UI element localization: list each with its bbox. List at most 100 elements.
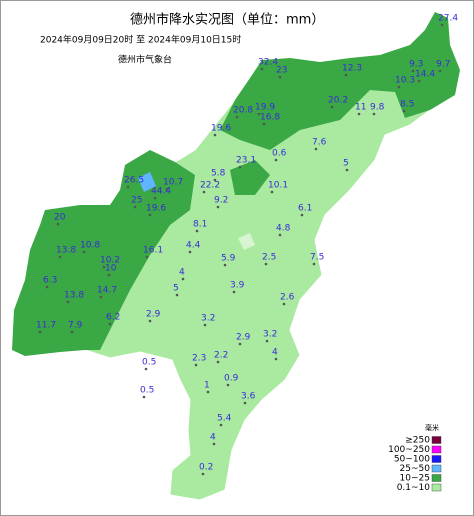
station-value: 26.5 (124, 176, 144, 186)
station-value: 14.7 (97, 286, 117, 296)
station-dot (213, 178, 217, 182)
station-value: 9.2 (214, 196, 228, 206)
station-dot (58, 255, 62, 259)
station-value: 20.2 (328, 96, 348, 106)
station-value: 12.3 (342, 64, 362, 74)
station-value: 5.9 (221, 254, 236, 264)
legend-swatch (431, 445, 442, 454)
station-value: 10.7 (163, 178, 183, 188)
station-dot (153, 196, 157, 200)
station-dot (300, 213, 304, 217)
station-dot (411, 69, 415, 73)
station-value: 0.9 (224, 374, 239, 384)
station-value: 10.1 (268, 181, 288, 191)
station-value: 13.8 (64, 291, 84, 301)
legend-swatch (431, 483, 442, 492)
station-value: 4.4 (186, 241, 201, 251)
station-value: 0.5 (142, 358, 156, 368)
station-dot (397, 85, 401, 89)
station-value: 10.8 (80, 241, 100, 251)
station-value: 2.9 (236, 333, 251, 343)
station-dot (265, 339, 269, 343)
station-value: 19.6 (211, 124, 231, 134)
station-dot (82, 250, 86, 254)
heavy-patch (230, 160, 270, 195)
station-dot (274, 158, 278, 162)
legend-label: ≥250 (405, 436, 430, 446)
station-value: 0.5 (140, 386, 154, 396)
station-value: 23.1 (236, 156, 256, 166)
station-value: 5 (343, 159, 349, 169)
station-dot (357, 112, 361, 116)
station-value: 5.8 (211, 169, 226, 179)
station-dot (165, 187, 169, 191)
station-dot (194, 363, 198, 367)
station-dot (219, 423, 223, 427)
station-dot (345, 168, 349, 172)
legend-label: 100~250 (388, 445, 430, 455)
station-dot (70, 330, 74, 334)
legend-swatch (431, 474, 442, 482)
legend-label: 50~100 (394, 455, 430, 465)
station-value: 5 (173, 284, 179, 294)
station-dot (203, 323, 207, 327)
station-dot (213, 133, 217, 137)
station-dot (232, 290, 236, 294)
legend-swatch (431, 455, 442, 463)
station-value: 14.4 (415, 70, 435, 80)
station-value: 4 (179, 268, 185, 278)
station-value: 20.8 (233, 106, 253, 116)
station-dot (264, 262, 268, 266)
station-dot (144, 367, 148, 371)
period: 2024年09月09日20时 至 2024年09月10日15时 (40, 34, 241, 46)
station-value: 32.4 (258, 58, 278, 68)
station-dot (195, 229, 199, 233)
station-dot (278, 233, 282, 237)
station-dot (181, 277, 185, 281)
station-dot (372, 112, 376, 116)
station-dot (202, 190, 206, 194)
station-dot (226, 383, 230, 387)
stations: 27.49.732.423 12.3 9.314.410.320.211 9.8 8.5… (36, 14, 458, 476)
station-value: 4 (210, 433, 216, 443)
station-value: 2.6 (280, 293, 295, 303)
station-dot (126, 185, 130, 189)
station-dot (270, 190, 274, 194)
station-value: 6.1 (298, 204, 312, 214)
legend-label: 0.1~10 (397, 483, 431, 493)
station-value: 0.6 (272, 149, 287, 159)
station-value: 7.6 (312, 138, 327, 148)
station-value: 2.2 (214, 351, 228, 361)
source: 德州市气象台 (118, 54, 172, 66)
station-dot (107, 273, 111, 277)
station-value: 4 (272, 348, 278, 358)
station-dot (148, 319, 152, 323)
station-value: 22.2 (200, 181, 220, 191)
legend-label: 10~25 (400, 474, 430, 484)
station-value: 3.2 (263, 330, 277, 340)
station-value: 8.1 (193, 220, 207, 230)
station-value: 13.8 (56, 246, 76, 256)
station-dot (274, 357, 278, 361)
legend-label: 25~50 (400, 464, 431, 474)
station-value: 19.6 (146, 204, 166, 214)
station-value: 3.9 (230, 281, 245, 291)
station-dot (212, 442, 216, 446)
station-dot (238, 165, 242, 169)
station-dot (257, 112, 261, 116)
station-dot (145, 255, 149, 259)
station-dot (312, 262, 316, 266)
station-value: 11 (355, 103, 366, 113)
station-value: 5.4 (217, 414, 232, 424)
station-value: 3.2 (201, 314, 215, 324)
station-dot (216, 205, 220, 209)
station-value: 7.5 (310, 253, 324, 263)
heavy-patch (12, 150, 195, 356)
station-value: 9.3 (409, 60, 423, 70)
station-dot (330, 105, 334, 109)
station-dot (260, 67, 264, 71)
station-value: 8.5 (400, 100, 414, 110)
station-dot (45, 285, 49, 289)
